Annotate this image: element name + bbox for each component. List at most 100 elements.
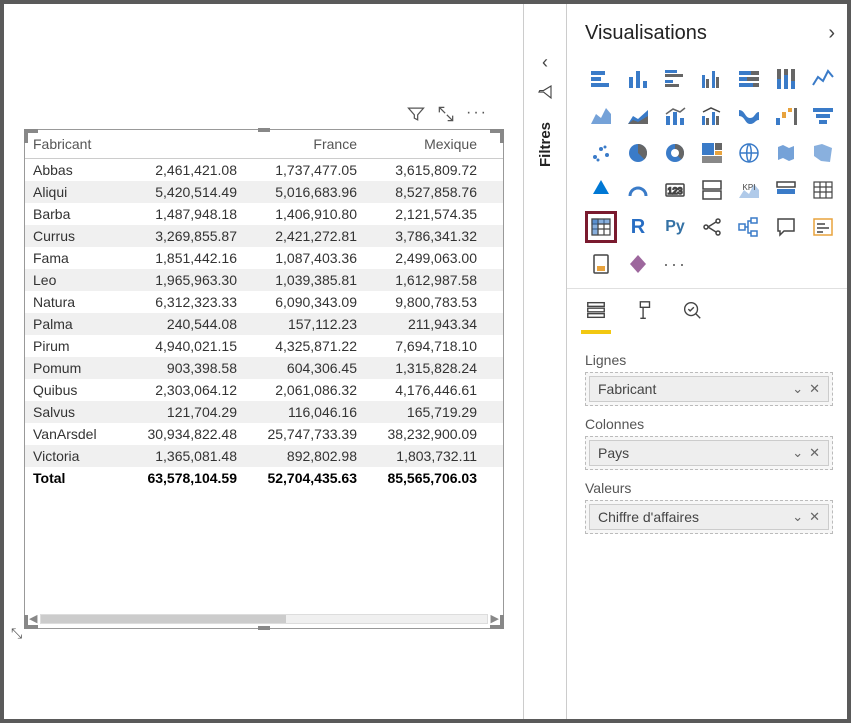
remove-field-icon[interactable]: ✕	[809, 445, 820, 461]
table-row: Aliqui5,420,514.495,016,683.968,527,858.…	[25, 181, 503, 203]
slicer-icon[interactable]	[770, 174, 802, 206]
area-chart-icon[interactable]	[585, 100, 617, 132]
analytics-tab[interactable]	[681, 299, 703, 332]
ribbon-chart-icon[interactable]	[733, 100, 765, 132]
horizontal-scrollbar[interactable]: ◀ ▶	[40, 614, 488, 624]
cell: 3,786,341.32	[365, 228, 485, 244]
cell: 1,851,442.16	[125, 250, 245, 266]
line-chart-icon[interactable]	[807, 63, 839, 95]
rows-well[interactable]: Fabricant ⌄ ✕	[585, 372, 833, 406]
scroll-right-arrow[interactable]: ▶	[491, 612, 499, 625]
fields-tab[interactable]	[585, 299, 607, 332]
total-cell: 52,704,435.63	[245, 470, 365, 486]
resize-diagonal-icon[interactable]: ⤡	[11, 625, 22, 642]
rows-field-chip[interactable]: Fabricant ⌄ ✕	[589, 376, 829, 402]
cell: 165,719.29	[365, 404, 485, 420]
field-chip-text: Pays	[598, 445, 629, 461]
filters-icon	[536, 83, 554, 106]
more-options-icon[interactable]: ···	[466, 104, 488, 129]
smart-narrative-icon[interactable]	[807, 211, 839, 243]
cell: 1,365,081.48	[125, 448, 245, 464]
qa-visual-icon[interactable]	[770, 211, 802, 243]
columns-field-chip[interactable]: Pays ⌄ ✕	[589, 440, 829, 466]
cell: 157,112.23	[245, 316, 365, 332]
cell: 3,269,855.87	[125, 228, 245, 244]
power-apps-icon[interactable]	[622, 248, 654, 280]
scatter-icon[interactable]	[585, 137, 617, 169]
kpi-icon[interactable]: KPI	[733, 174, 765, 206]
values-well[interactable]: Chiffre d'affaires ⌄ ✕	[585, 500, 833, 534]
report-canvas[interactable]: ··· ⤡ Fabricant France Mexique Abbas2,46…	[4, 4, 523, 719]
cell: 8,527,858.76	[365, 184, 485, 200]
values-field-chip[interactable]: Chiffre d'affaires ⌄ ✕	[589, 504, 829, 530]
scrollbar-thumb[interactable]	[41, 615, 286, 623]
expand-filters-icon[interactable]: ‹	[542, 52, 548, 73]
funnel-icon[interactable]	[807, 100, 839, 132]
scroll-left-arrow[interactable]: ◀	[29, 612, 37, 625]
cell: 1,087,403.36	[245, 250, 365, 266]
stacked-area-icon[interactable]	[622, 100, 654, 132]
shape-map-icon[interactable]	[807, 137, 839, 169]
multi-row-card-icon[interactable]	[696, 174, 728, 206]
matrix-icon[interactable]	[585, 211, 617, 243]
cell: 38,232,900.09	[365, 426, 485, 442]
filters-pane-collapsed[interactable]: ‹ Filtres	[523, 4, 567, 719]
filter-icon[interactable]	[406, 104, 426, 129]
remove-field-icon[interactable]: ✕	[809, 509, 820, 525]
svg-text:123: 123	[667, 186, 682, 196]
cell: 1,965,963.30	[125, 272, 245, 288]
cell: 2,421,272.81	[245, 228, 365, 244]
get-more-visuals-icon[interactable]: ···	[659, 248, 691, 280]
table-row: Quibus2,303,064.122,061,086.324,176,446.…	[25, 379, 503, 401]
line-stacked-column-icon[interactable]	[659, 100, 691, 132]
pie-icon[interactable]	[622, 137, 654, 169]
matrix-visual[interactable]: ⤡ Fabricant France Mexique Abbas2,461,42…	[24, 129, 504, 629]
cell: 7,694,718.10	[365, 338, 485, 354]
table-row: Barba1,487,948.181,406,910.802,121,574.3…	[25, 203, 503, 225]
map-icon[interactable]	[733, 137, 765, 169]
waterfall-icon[interactable]	[770, 100, 802, 132]
table-icon[interactable]	[807, 174, 839, 206]
chevron-down-icon[interactable]: ⌄	[792, 445, 803, 461]
stacked-bar-icon[interactable]	[585, 63, 617, 95]
cell: 1,612,987.58	[365, 272, 485, 288]
stacked-column-icon[interactable]	[622, 63, 654, 95]
column-header: Mexique	[365, 136, 485, 152]
hundred-stacked-bar-icon[interactable]	[733, 63, 765, 95]
hundred-stacked-column-icon[interactable]	[770, 63, 802, 95]
gauge-icon[interactable]	[622, 174, 654, 206]
paginated-report-icon[interactable]	[585, 248, 617, 280]
row-label: Abbas	[25, 162, 125, 178]
key-influencers-icon[interactable]	[696, 211, 728, 243]
azure-map-icon[interactable]	[585, 174, 617, 206]
table-row: Victoria1,365,081.48892,802.981,803,732.…	[25, 445, 503, 467]
table-row: Pomum903,398.58604,306.451,315,828.24	[25, 357, 503, 379]
card-icon[interactable]: 123	[659, 174, 691, 206]
python-visual-icon[interactable]: Py	[659, 211, 691, 243]
cell: 4,176,446.61	[365, 382, 485, 398]
table-row: Palma240,544.08157,112.23211,943.34	[25, 313, 503, 335]
matrix-body: Fabricant France Mexique Abbas2,461,421.…	[25, 130, 503, 628]
columns-well[interactable]: Pays ⌄ ✕	[585, 436, 833, 470]
remove-field-icon[interactable]: ✕	[809, 381, 820, 397]
table-row: Natura6,312,323.336,090,343.099,800,783.…	[25, 291, 503, 313]
clustered-column-icon[interactable]	[696, 63, 728, 95]
cell: 903,398.58	[125, 360, 245, 376]
collapse-viz-pane-icon[interactable]: ›	[828, 22, 835, 45]
format-tab[interactable]	[633, 299, 655, 332]
chevron-down-icon[interactable]: ⌄	[792, 509, 803, 525]
r-visual-icon[interactable]: R	[622, 211, 654, 243]
cell: 121,704.29	[125, 404, 245, 420]
donut-icon[interactable]	[659, 137, 691, 169]
cell: 4,325,871.22	[245, 338, 365, 354]
line-clustered-column-icon[interactable]	[696, 100, 728, 132]
treemap-icon[interactable]	[696, 137, 728, 169]
decomposition-tree-icon[interactable]	[733, 211, 765, 243]
focus-mode-icon[interactable]	[436, 104, 456, 129]
filled-map-icon[interactable]	[770, 137, 802, 169]
columns-well-label: Colonnes	[585, 416, 833, 432]
clustered-bar-icon[interactable]	[659, 63, 691, 95]
chevron-down-icon[interactable]: ⌄	[792, 381, 803, 397]
row-label: Victoria	[25, 448, 125, 464]
row-label: Natura	[25, 294, 125, 310]
